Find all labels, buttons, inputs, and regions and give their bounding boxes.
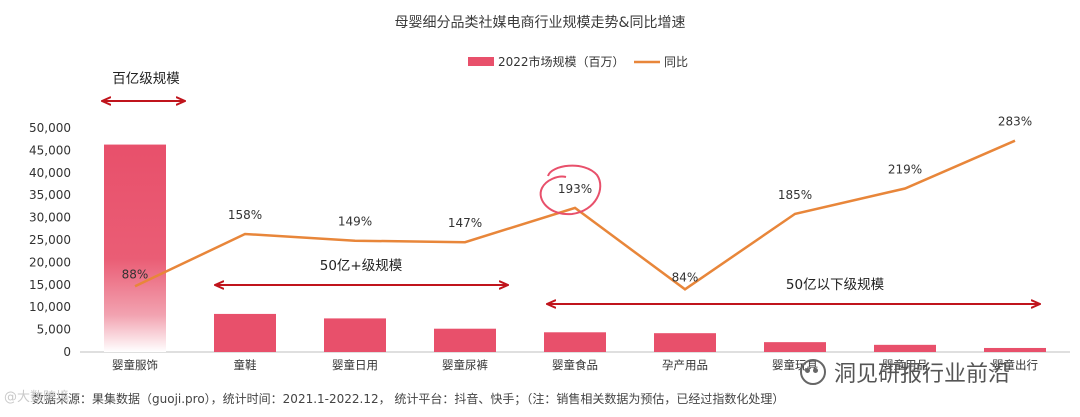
y-tick-label: 45,000 (29, 143, 71, 157)
growth-label: 147% (448, 216, 482, 230)
bar (214, 313, 276, 352)
y-tick-label: 5,000 (37, 323, 71, 337)
watermark: 洞见研报行业前沿 (800, 356, 1010, 388)
chart-title: 母婴细分品类社媒电商行业规模走势&同比增速 (395, 15, 686, 31)
y-tick-label: 0 (63, 345, 71, 359)
wechat-icon (800, 359, 826, 385)
annotation-tier-1-label: 百亿级规模 (112, 71, 180, 87)
growth-label: 149% (338, 215, 372, 229)
watermark-text: 洞见研报行业前沿 (834, 362, 1011, 387)
x-tick-label: 婴童尿裤 (442, 358, 488, 372)
y-tick-label: 25,000 (29, 233, 71, 247)
bar (874, 344, 936, 352)
bar (544, 332, 606, 352)
y-tick-label: 50,000 (29, 121, 71, 135)
y-tick-label: 15,000 (29, 278, 71, 292)
growth-label: 158% (228, 208, 262, 222)
growth-label: 193% (558, 182, 592, 196)
bar (324, 318, 386, 352)
x-tick-label: 童鞋 (234, 358, 257, 372)
growth-label: 84% (672, 270, 699, 284)
bar (764, 342, 826, 352)
bar-series (104, 144, 1046, 352)
x-tick-label: 孕产用品 (662, 358, 708, 372)
growth-label: 185% (778, 188, 812, 202)
growth-labels: 88% 158% 149% 147% 193% 84% 185% 219% 283% (122, 115, 1032, 285)
annotation-tier-3-label: 50亿以下级规模 (786, 277, 885, 293)
growth-label: 88% (122, 267, 149, 281)
y-tick-label: 40,000 (29, 166, 71, 180)
y-tick-label: 10,000 (29, 300, 71, 314)
bar (104, 144, 166, 352)
y-tick-label: 35,000 (29, 188, 71, 202)
annotation-tier-2-label: 50亿+级规模 (320, 258, 403, 274)
x-tick-label: 婴童服饰 (112, 358, 158, 372)
watermark-left: @大数跨境 (4, 390, 70, 405)
bar (434, 328, 496, 352)
legend-line-label: 同比 (664, 55, 688, 69)
bar (654, 333, 716, 352)
x-axis-labels: 婴童服饰 童鞋 婴童日用 婴童尿裤 婴童食品 孕产用品 婴童玩具 婴童用品 婴童出行 (112, 358, 1038, 372)
y-axis: 0 5,000 10,000 15,000 20,000 25,000 30,000 35,0… (29, 121, 71, 359)
y-tick-label: 30,000 (29, 211, 71, 225)
x-tick-label: 婴童食品 (552, 358, 598, 372)
y-tick-label: 20,000 (29, 255, 71, 269)
growth-label: 283% (998, 115, 1032, 129)
bar (984, 347, 1046, 352)
highlight-circle (539, 164, 602, 216)
annotation-tier-1: 百亿级规模 (103, 71, 184, 101)
x-tick-label: 婴童出行 (992, 358, 1038, 372)
growth-label: 219% (888, 162, 922, 176)
x-tick-label: 婴童用品 (882, 358, 928, 372)
legend: 2022市场规模（百万） 同比 (468, 54, 688, 69)
legend-bar-label: 2022市场规模（百万） (498, 54, 625, 69)
legend-bar-swatch (468, 57, 494, 66)
growth-line (134, 139, 1016, 291)
x-tick-label: 婴童日用 (332, 358, 378, 372)
source-note: 数据来源：果集数据（guoji.pro），统计时间：2021.1-2022.12… (32, 392, 785, 406)
annotation-tier-3: 50亿以下级规模 (548, 277, 1039, 304)
annotation-tier-2: 50亿+级规模 (216, 258, 507, 285)
